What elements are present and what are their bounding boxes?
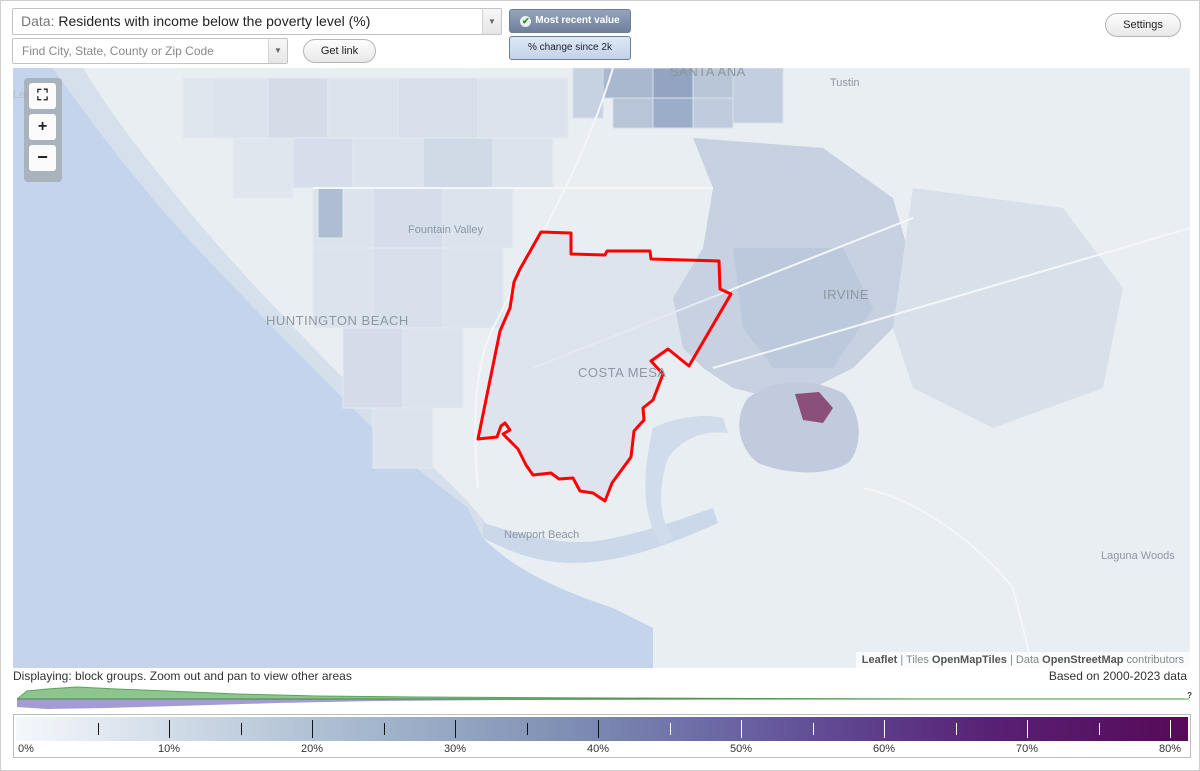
map-attribution: Leaflet | Tiles OpenMapTiles | Data Open… bbox=[855, 652, 1190, 668]
data-select-prefix: Data: bbox=[21, 13, 55, 29]
chevron-down-icon[interactable]: ▼ bbox=[482, 9, 501, 34]
legend-label: 70% bbox=[1015, 743, 1039, 755]
legend-minor-tick bbox=[240, 723, 242, 735]
legend-label: 0% bbox=[18, 743, 34, 755]
block-group-tiles bbox=[182, 77, 569, 469]
city-boundary bbox=[476, 230, 733, 503]
legend-minor-tick bbox=[812, 723, 814, 735]
legend-labels: 0% 10% 20% 30% 40% 50% 60% 70% 80% bbox=[16, 743, 1188, 757]
change-since-2k-toggle[interactable]: % change since 2k bbox=[509, 36, 631, 60]
legend-minor-tick bbox=[383, 723, 385, 735]
attribution-sep-1: | Tiles bbox=[897, 654, 932, 666]
get-link-button[interactable]: Get link bbox=[303, 39, 376, 63]
attribution-leaflet-link[interactable]: Leaflet bbox=[861, 654, 898, 666]
legend-label: 10% bbox=[157, 743, 181, 755]
histogram-purple bbox=[17, 699, 1189, 709]
legend-minor-tick bbox=[1098, 723, 1100, 735]
legend-major-tick bbox=[741, 720, 742, 738]
map-base-layer bbox=[13, 68, 1190, 668]
back-bay-water bbox=[645, 416, 728, 546]
legend-major-tick bbox=[884, 720, 885, 738]
legend-label: 20% bbox=[300, 743, 324, 755]
legend-label: 80% bbox=[1158, 743, 1182, 755]
zoom-out-button[interactable]: − bbox=[29, 145, 56, 171]
east-region bbox=[893, 188, 1123, 428]
legend-major-tick bbox=[598, 720, 599, 738]
legend-major-tick bbox=[1027, 720, 1028, 738]
settings-button[interactable]: Settings bbox=[1105, 13, 1181, 37]
zoom-in-button[interactable]: + bbox=[29, 114, 56, 140]
place-huntington-beach: HUNTINGTON BEACH bbox=[266, 313, 409, 328]
legend-major-tick bbox=[312, 720, 313, 738]
legend-minor-tick bbox=[526, 723, 528, 735]
data-select[interactable]: Data: Residents with income below the po… bbox=[12, 8, 502, 35]
attribution-tiles-link[interactable]: OpenMapTiles bbox=[931, 654, 1007, 666]
zoom-control: ⛶ + − bbox=[24, 78, 62, 182]
distribution-histogram bbox=[17, 686, 1189, 709]
legend-minor-tick bbox=[955, 723, 957, 735]
legend-minor-tick bbox=[97, 723, 99, 735]
location-search-input[interactable]: Find City, State, County or Zip Code ▼ bbox=[12, 38, 288, 64]
check-icon: ✔ bbox=[520, 16, 532, 27]
legend-gradient bbox=[16, 717, 1188, 741]
place-santa-ana: SANTA ANA bbox=[670, 68, 746, 79]
chevron-down-icon[interactable]: ▼ bbox=[268, 39, 287, 63]
attribution-sep-2: | Data bbox=[1006, 654, 1043, 666]
legend-major-tick bbox=[169, 720, 170, 738]
attribution-tail: contributors bbox=[1123, 654, 1184, 666]
place-laguna-woods: Laguna Woods bbox=[1101, 550, 1175, 562]
legend-major-tick bbox=[455, 720, 456, 738]
poverty-hotspot bbox=[795, 392, 833, 423]
santa-ana-tiles bbox=[572, 68, 784, 129]
most-recent-toggle[interactable]: ✔ Most recent value bbox=[509, 9, 631, 33]
histogram-green bbox=[17, 686, 1189, 700]
place-tustin: Tustin bbox=[830, 77, 860, 89]
data-select-value: Residents with income below the poverty … bbox=[58, 13, 371, 29]
legend-label: 50% bbox=[729, 743, 753, 755]
based-on-note: Based on 2000-2023 data bbox=[1048, 669, 1187, 683]
histogram-help[interactable]: ? bbox=[1187, 691, 1192, 700]
search-placeholder: Find City, State, County or Zip Code bbox=[22, 44, 214, 58]
legend-label: 30% bbox=[443, 743, 467, 755]
color-legend: 0% 10% 20% 30% 40% 50% 60% 70% 80% bbox=[13, 714, 1191, 758]
place-irvine: IRVINE bbox=[823, 287, 870, 302]
legend-major-tick bbox=[1170, 720, 1171, 738]
place-fountain-valley: Fountain Valley bbox=[408, 224, 484, 236]
attribution-osm-link[interactable]: OpenStreetMap bbox=[1042, 654, 1124, 666]
map-canvas[interactable]: Leaflet SANTA ANA Tustin Fountain Valley… bbox=[13, 68, 1190, 668]
legend-label: 60% bbox=[872, 743, 896, 755]
legend-label: 40% bbox=[586, 743, 610, 755]
legend-minor-tick bbox=[669, 723, 671, 735]
fullscreen-button[interactable]: ⛶ bbox=[29, 83, 56, 109]
most-recent-label: Most recent value bbox=[535, 15, 620, 26]
ocean-area bbox=[13, 68, 653, 668]
place-costa-mesa: COSTA MESA bbox=[578, 365, 667, 380]
road-lines bbox=[313, 68, 1190, 668]
display-note: Displaying: block groups. Zoom out and p… bbox=[13, 669, 352, 683]
place-newport-beach: Newport Beach bbox=[504, 529, 580, 541]
irvine-core bbox=[733, 248, 873, 368]
harbor-water bbox=[483, 508, 718, 563]
